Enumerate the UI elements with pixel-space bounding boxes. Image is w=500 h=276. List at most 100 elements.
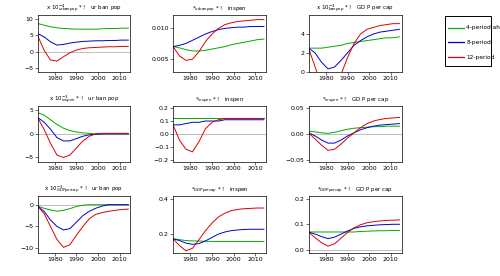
Line: 12-period: 12-period: [38, 117, 128, 157]
12-period: [112, 209, 118, 212]
12-period: [364, 122, 370, 125]
8-period: [338, 138, 344, 142]
4-period ahead: [86, 132, 92, 135]
12-period: [306, 46, 312, 50]
4-period ahead: [242, 41, 248, 44]
8-period: [93, 133, 99, 136]
8-period: [106, 203, 112, 206]
12-period: [377, 118, 383, 121]
12-period: [312, 236, 318, 239]
4-period ahead: [100, 132, 105, 136]
8-period: [222, 27, 228, 30]
4-period ahead: [176, 46, 182, 49]
4-period ahead: [325, 230, 331, 234]
12-period: [332, 148, 338, 151]
8-period: [74, 41, 80, 44]
4-period ahead: [48, 118, 54, 121]
12-period: [370, 119, 376, 123]
4-period ahead: [254, 117, 260, 120]
4-period ahead: [106, 203, 112, 206]
12-period: [370, 26, 376, 29]
Title: $*_{GDPpercap}$ * !   inspen: $*_{GDPpercap}$ * ! inspen: [190, 186, 248, 196]
8-period: [60, 43, 66, 46]
12-period: [80, 225, 86, 228]
12-period: [60, 156, 66, 159]
Line: 8-period: 8-period: [173, 229, 264, 244]
8-period: [54, 43, 60, 47]
4-period ahead: [183, 239, 189, 242]
Title: $*_{inspen}$ * !   inspen: $*_{inspen}$ * ! inspen: [195, 95, 244, 106]
4-period ahead: [93, 28, 99, 31]
4-period ahead: [358, 126, 364, 129]
12-period: [112, 132, 118, 135]
4-period ahead: [34, 111, 40, 114]
8-period: [396, 122, 402, 125]
4-period ahead: [384, 36, 390, 39]
12-period: [325, 245, 331, 248]
12-period: [74, 146, 80, 150]
4-period ahead: [93, 203, 99, 206]
8-period: [318, 138, 324, 142]
12-period: [183, 148, 189, 151]
Line: 8-period: 8-period: [38, 33, 128, 45]
4-period ahead: [318, 46, 324, 50]
4-period ahead: [67, 207, 73, 210]
4-period ahead: [377, 125, 383, 128]
8-period: [34, 116, 40, 119]
12-period: [126, 132, 132, 135]
4-period ahead: [112, 203, 118, 206]
8-period: [86, 39, 92, 43]
4-period ahead: [222, 240, 228, 243]
Text: 4-period ahead: 4-period ahead: [466, 25, 500, 30]
4-period ahead: [370, 38, 376, 41]
12-period: [119, 208, 125, 211]
12-period: [396, 22, 402, 25]
8-period: [364, 126, 370, 129]
Title: x 10$^{-4}_{urbanpop}$ * !   ur ban pop: x 10$^{-4}_{urbanpop}$ * ! ur ban pop: [46, 3, 122, 15]
4-period ahead: [209, 117, 215, 120]
4-period ahead: [254, 240, 260, 243]
8-period: [112, 39, 118, 42]
Line: 4-period ahead: 4-period ahead: [173, 39, 264, 51]
8-period: [86, 209, 92, 213]
4-period ahead: [344, 230, 350, 234]
12-period: [170, 123, 176, 126]
12-period: [48, 225, 54, 228]
12-period: [202, 229, 208, 232]
Line: 8-period: 8-period: [308, 124, 400, 143]
12-period: [126, 45, 132, 48]
12-period: [344, 56, 350, 59]
12-period: [93, 46, 99, 49]
Line: 4-period ahead: 4-period ahead: [308, 37, 400, 48]
12-period: [358, 126, 364, 129]
4-period ahead: [377, 37, 383, 40]
4-period ahead: [183, 48, 189, 51]
4-period ahead: [332, 45, 338, 48]
12-period: [377, 219, 383, 223]
8-period: [48, 40, 54, 43]
4-period ahead: [80, 203, 86, 207]
4-period ahead: [126, 26, 132, 30]
8-period: [338, 59, 344, 62]
8-period: [126, 203, 132, 206]
4-period ahead: [54, 209, 60, 213]
8-period: [248, 228, 254, 231]
12-period: [242, 207, 248, 210]
12-period: [126, 207, 132, 211]
8-period: [312, 134, 318, 137]
8-period: [100, 204, 105, 208]
12-period: [248, 117, 254, 120]
8-period: [93, 206, 99, 210]
4-period ahead: [306, 46, 312, 50]
4-period ahead: [176, 117, 182, 120]
12-period: [338, 142, 344, 146]
8-period: [261, 228, 267, 231]
4-period ahead: [202, 117, 208, 120]
12-period: [100, 132, 105, 135]
12-period: [216, 215, 222, 219]
4-period ahead: [344, 42, 350, 45]
4-period ahead: [364, 126, 370, 129]
12-period: [67, 51, 73, 54]
Line: 4-period ahead: 4-period ahead: [38, 205, 128, 211]
12-period: [235, 208, 241, 211]
